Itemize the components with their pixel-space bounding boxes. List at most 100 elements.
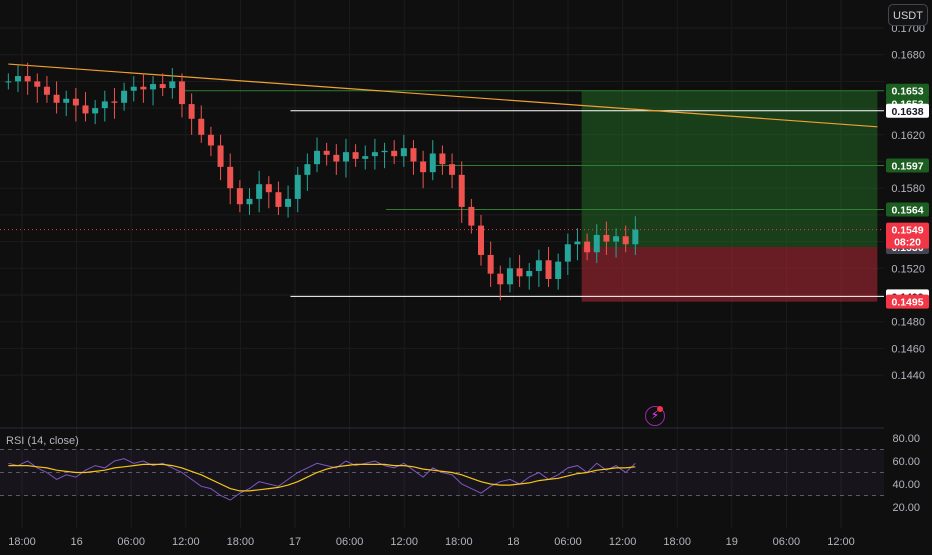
candle-body <box>458 174 465 207</box>
rsi-ma-line <box>8 463 636 492</box>
candle-body <box>130 86 137 91</box>
candle-body <box>24 76 31 82</box>
countdown-label: 08:20 <box>894 237 921 249</box>
candle-body <box>227 166 234 189</box>
candle-body <box>410 148 417 162</box>
time-tick-label: 06:00 <box>336 536 364 548</box>
trendline <box>8 63 878 128</box>
time-tick-label: 16 <box>70 536 82 548</box>
candle-body <box>449 164 456 175</box>
price-tick-label: 0.1440 <box>891 370 925 382</box>
price-badge-label: 0.1638 <box>891 106 923 118</box>
currency-button[interactable]: USDT <box>888 4 928 26</box>
candle-body <box>169 81 176 89</box>
candle-body <box>632 229 639 245</box>
candle-body <box>207 134 214 146</box>
candle-body <box>526 270 533 277</box>
candle-body <box>574 241 581 245</box>
price-tick-label: 0.1680 <box>891 50 925 62</box>
time-tick-label: 12:00 <box>609 536 637 548</box>
candle-body <box>294 174 301 199</box>
candle-body <box>236 188 243 205</box>
candle-body <box>333 154 340 162</box>
price-tick-label: 0.1480 <box>891 317 925 329</box>
candle-body <box>622 236 629 245</box>
candle-body <box>159 84 166 89</box>
candle-body <box>516 268 523 277</box>
time-tick-label: 12:00 <box>390 536 418 548</box>
stop-loss-zone <box>581 246 878 302</box>
candle-body <box>246 198 253 205</box>
candle-body <box>265 184 272 193</box>
candle-body <box>314 150 321 165</box>
time-tick-label: 18:00 <box>445 536 473 548</box>
candles <box>5 62 639 301</box>
time-tick-label: 18:00 <box>663 536 691 548</box>
candle-body <box>613 236 620 242</box>
candle-body <box>53 94 60 103</box>
rsi-tick-label: 40.00 <box>892 479 920 491</box>
candle-body <box>198 118 205 135</box>
candle-body <box>217 145 224 167</box>
candle-body <box>468 206 475 226</box>
price-badges: 0.16530.16530.16380.15970.15640.15360.14… <box>886 83 929 309</box>
trendline <box>8 63 878 128</box>
time-tick-label: 06:00 <box>117 536 145 548</box>
time-axis: 18:00 16 06:00 12:00 18:00 17 06:00 12:00 18:00 1… <box>8 536 855 548</box>
price-axis: 0.1700 0.1680 0.1620 0.1580 0.1520 0.1480 0.14… <box>891 23 925 514</box>
candle-body <box>381 150 388 153</box>
time-tick-label: 12:00 <box>827 536 855 548</box>
price-badge-label: 0.1564 <box>891 205 923 217</box>
candle-body <box>275 192 282 207</box>
price-badge <box>886 158 929 173</box>
time-tick-label: 18:00 <box>8 536 36 548</box>
price-tick-label: 0.1460 <box>891 343 925 355</box>
candle-body <box>285 198 292 207</box>
price-badge-label: 0.1653 <box>891 86 923 98</box>
candle-body <box>400 148 407 157</box>
take-profit-zone <box>581 90 878 247</box>
candle-body <box>352 152 359 159</box>
candle-body <box>497 273 504 285</box>
rsi-indicator-label[interactable]: RSI (14, close) <box>6 435 79 447</box>
candle-body <box>14 76 21 82</box>
time-tick-label: 18:00 <box>227 536 255 548</box>
rsi-tick-label: 80.00 <box>892 433 920 445</box>
candle-body <box>555 261 562 279</box>
price-levels <box>0 90 884 297</box>
price-badge <box>886 202 929 217</box>
candle-body <box>429 153 436 173</box>
candle-body <box>72 98 79 106</box>
price-tick-label: 0.1700 <box>891 23 925 35</box>
time-tick-label: 18 <box>507 536 519 548</box>
candle-body <box>304 164 311 175</box>
time-tick-label: 12:00 <box>172 536 200 548</box>
price-badge <box>886 103 929 118</box>
rsi-pane <box>0 449 884 501</box>
candle-body <box>535 260 542 271</box>
candle-body <box>545 260 552 279</box>
candle-body <box>178 81 185 105</box>
candle-body <box>101 101 108 109</box>
price-badge-label: 0.1597 <box>891 161 923 173</box>
candle-body <box>439 153 446 165</box>
lightning-icon[interactable]: ⚡ <box>645 406 665 426</box>
price-badge <box>886 83 929 98</box>
candle-body <box>188 104 195 119</box>
price-tick-label: 0.1520 <box>891 263 925 275</box>
notification-dot <box>657 406 663 412</box>
current-price-badge <box>886 222 929 249</box>
candle-body <box>593 234 600 253</box>
price-badge <box>886 294 929 309</box>
candle-body <box>506 268 513 285</box>
candle-body <box>420 161 427 173</box>
candle-body <box>371 152 378 157</box>
candle-body <box>140 86 147 90</box>
time-tick-label: 17 <box>289 536 301 548</box>
candle-body <box>478 225 485 255</box>
rsi-tick-label: 60.00 <box>892 456 920 468</box>
candle-body <box>603 234 610 242</box>
candle-body <box>256 184 263 199</box>
